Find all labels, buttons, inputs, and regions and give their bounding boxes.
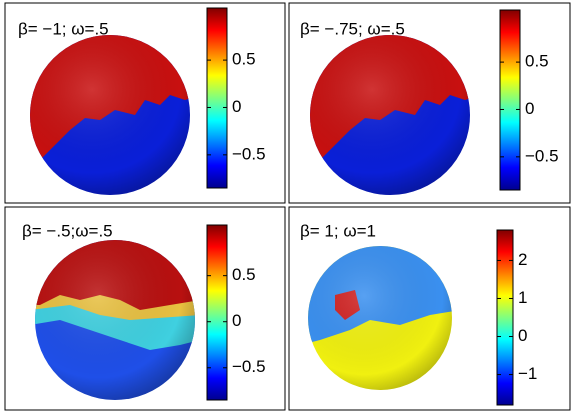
colorbar — [206, 224, 228, 401]
panel-title: β= −.5;ω=.5 — [22, 221, 113, 240]
colorbar-tick-label: −0.5 — [232, 144, 266, 163]
panel-border — [288, 2, 571, 204]
colorbar — [499, 9, 521, 191]
colorbar-tick-label: −1 — [518, 364, 537, 383]
sphere — [30, 35, 190, 195]
colorbar-tick-label: 0 — [525, 99, 534, 118]
colorbar-tick-label: −0.5 — [525, 146, 559, 165]
colorbar-tick-label: 0 — [518, 326, 527, 345]
colorbar-tick-label: 0.5 — [232, 50, 256, 69]
panel-border — [4, 206, 286, 411]
colorbar-tick-label: 2 — [518, 250, 527, 269]
colorbar-tick-label: 1 — [518, 288, 527, 307]
colorbar-tick-label: 0.5 — [525, 52, 549, 71]
colorbar-tick-label: 0 — [232, 311, 241, 330]
colorbar — [206, 7, 228, 189]
sphere — [308, 246, 452, 390]
panel-title: β= 1; ω=1 — [300, 221, 376, 240]
panel-title: β= −1; ω=.5 — [18, 19, 109, 38]
colorbar-tick-label: 0 — [232, 97, 241, 116]
panel-border — [288, 206, 571, 411]
colorbar — [496, 229, 514, 406]
panel-title: β= −.75; ω=.5 — [300, 19, 405, 38]
sphere — [35, 240, 195, 400]
panel-border — [4, 2, 286, 204]
colorbar-tick-label: −0.5 — [232, 357, 266, 376]
colorbar-tick-label: 0.5 — [232, 265, 256, 284]
sphere — [310, 35, 470, 195]
